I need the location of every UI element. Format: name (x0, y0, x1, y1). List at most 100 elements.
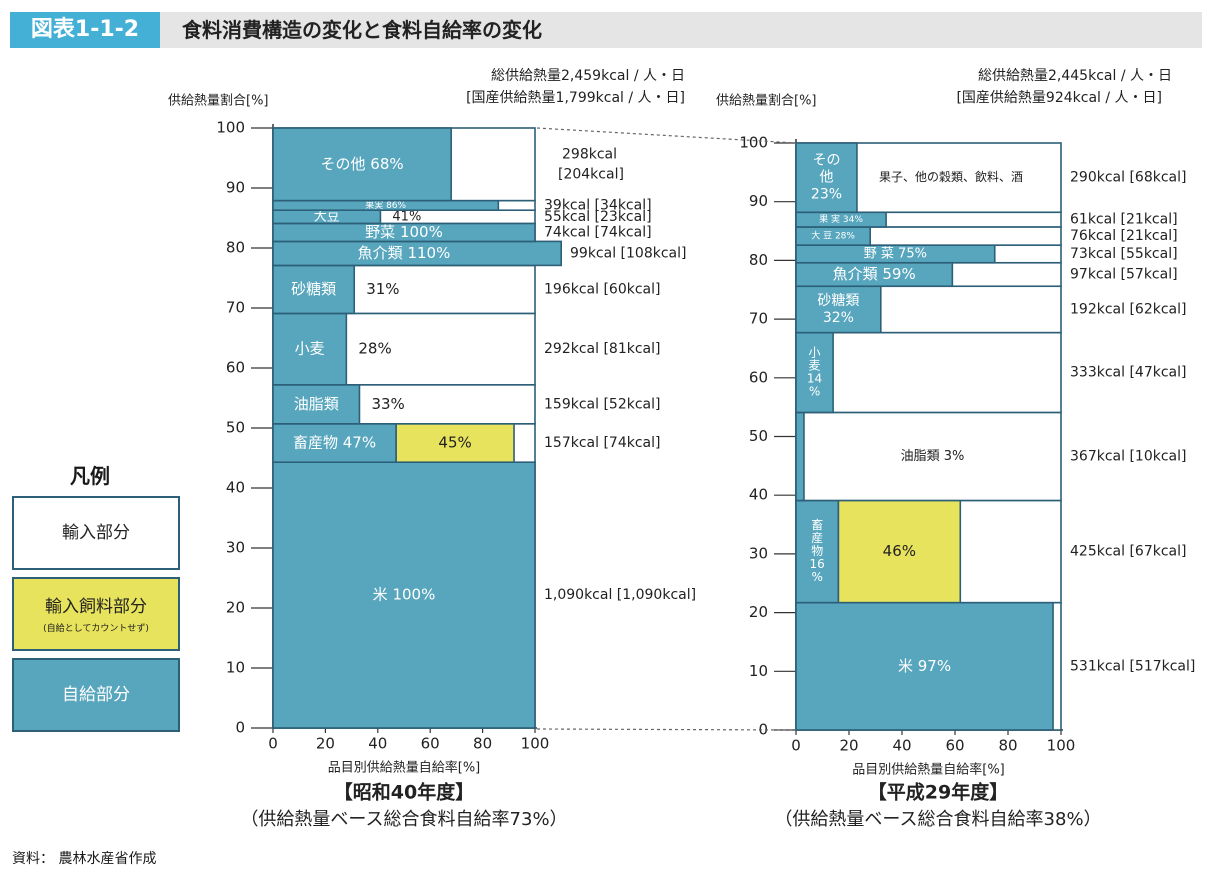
heisei-x-tick-3: 60 (945, 737, 964, 755)
heisei-item-3-import-bar (795, 331, 1062, 414)
showa-y-tick-7: 70 (226, 299, 245, 317)
heisei-x-tick-1: 20 (839, 737, 858, 755)
showa-item-1-feed-bar (395, 422, 515, 463)
connector-top (536, 127, 797, 144)
heisei-item-3-label-line-3: % (809, 385, 820, 399)
showa-item-4-label: 砂糖類 (291, 280, 336, 298)
showa-item-3-label: 小麦 (295, 340, 325, 358)
legend-self-box: 自給部分 (12, 658, 180, 732)
showa-item-9-label: その他 68% (321, 155, 404, 173)
legend-import-label: 輸入部分 (62, 523, 130, 543)
heisei-item-9-self-bar (795, 142, 858, 214)
heisei-item-1-label-line-1: 産 (811, 530, 823, 545)
showa-y-tick-0: 0 (235, 719, 245, 737)
heisei-item-1-label-line-4: % (811, 570, 822, 584)
heisei-y-tick-9: 90 (749, 192, 768, 210)
heisei-item-2-label: 油脂類 3% (901, 449, 965, 464)
legend-feed-label: 輸入飼料部分 (45, 597, 147, 617)
showa-item-6-kcal: 74kcal [74kcal] (544, 224, 652, 240)
showa-item-8-kcal: 39kcal [34kcal] (544, 197, 652, 213)
showa-item-1-feed-label: 45% (438, 434, 471, 452)
heisei-y-tick-2: 20 (749, 603, 768, 621)
heisei-y-tick-0: 0 (758, 721, 768, 739)
showa-item-2-label: 油脂類 (294, 395, 339, 413)
showa-y-tick-9: 90 (226, 179, 245, 197)
heisei-item-9-kcal: 290kcal [68kcal] (1070, 170, 1186, 186)
showa-item-8-label: 果実 86% (365, 199, 406, 211)
showa-x-tick-4: 80 (473, 735, 492, 753)
showa-item-4-kcal: 196kcal [60kcal] (544, 281, 660, 297)
heisei-item-7-kcal: 76kcal [21kcal] (1070, 228, 1178, 244)
title-bar: 図表1-1-2 食料消費構造の変化と食料自給率の変化 (10, 12, 1202, 48)
source-note: 資料： 農林水産省作成 (12, 851, 157, 867)
showa-item-0-label: 米 100% (373, 586, 436, 604)
heisei-y-label: 供給熱量割合[%] (716, 93, 817, 109)
heisei-item-7-label: 大 豆 28% (811, 230, 855, 242)
heisei-item-6-label: 野 菜 75% (864, 246, 927, 261)
heisei-item-3-label-line-0: 小 (809, 346, 821, 360)
heisei-domestic-supply: [国産供給熱量924kcal / 人・日] (956, 90, 1162, 106)
heisei-item-4-label-line-1: 32% (823, 310, 854, 326)
showa-y-tick-3: 30 (226, 539, 245, 557)
showa-item-3-self-bar (272, 312, 348, 386)
showa-total-supply: 総供給熱量2,459kcal / 人・日 (491, 68, 685, 84)
heisei-item-9-extra-note: 果子、他の穀類、飲料、酒 (879, 169, 1023, 184)
heisei-item-1-kcal: 425kcal [67kcal] (1070, 544, 1186, 560)
heisei-item-5-kcal: 97kcal [57kcal] (1070, 266, 1178, 282)
showa-item-5-label: 魚介類 110% (358, 244, 451, 262)
showa-item-7-kcal: 55kcal [23kcal] (544, 209, 652, 225)
heisei-y-tick-8: 80 (749, 251, 768, 269)
heisei-x-tick-2: 40 (892, 737, 911, 755)
showa-item-9-kcal: 298kcal (562, 146, 617, 162)
showa-item-2-kcal: 159kcal [52kcal] (544, 396, 660, 412)
showa-item-1-kcal: 157kcal [74kcal] (544, 435, 660, 451)
showa-item-4-self-bar (272, 264, 356, 315)
heisei-item-3-kcal: 333kcal [47kcal] (1070, 365, 1186, 381)
heisei-y-tick-10: 100 (739, 134, 768, 152)
showa-x-label: 品目別供給熱量自給率[%] (328, 760, 481, 776)
heisei-y-tick-7: 70 (749, 310, 768, 328)
heisei-item-2-kcal: 367kcal [10kcal] (1070, 448, 1186, 464)
heisei-item-8-label: 果 実 34% (819, 213, 863, 225)
heisei-x-tick-5: 100 (1047, 737, 1076, 755)
heisei-item-3-label-line-1: 麦 (809, 359, 821, 373)
showa-item-0-kcal: 1,090kcal [1,090kcal] (544, 587, 696, 603)
legend-feed-box: 輸入飼料部分 (自給としてカウントせず) (12, 577, 180, 651)
showa-item-9-kcal-domestic: [204kcal] (558, 166, 624, 182)
showa-item-7-label: 大豆 (314, 209, 340, 224)
showa-y-tick-8: 80 (226, 239, 245, 257)
heisei-item-3-self-bar (795, 331, 834, 414)
legend-feed-note: (自給としてカウントせず) (43, 624, 149, 634)
heisei-item-1-label-line-2: 物 (811, 544, 823, 558)
showa-item-9-self-bar (272, 127, 452, 202)
showa-item-1-label: 畜産物 47% (293, 434, 376, 452)
heisei-x-tick-0: 0 (791, 737, 801, 755)
legend-self-label: 自給部分 (62, 685, 130, 705)
showa-y-label: 供給熱量割合[%] (168, 93, 269, 109)
heisei-item-5-label: 魚介類 59% (833, 265, 916, 283)
showa-item-3-pct: 28% (358, 340, 391, 358)
showa-x-tick-2: 40 (368, 735, 387, 753)
showa-year-title: 【昭和40年度】 (334, 781, 474, 804)
showa-y-tick-4: 40 (226, 479, 245, 497)
figure-number-badge: 図表1-1-2 (10, 12, 160, 48)
heisei-item-2-import-bar (795, 411, 1062, 502)
showa-item-3-kcal: 292kcal [81kcal] (544, 341, 660, 357)
heisei-overall-rate: （供給熱量ベース総合食料自給率38%） (774, 809, 1101, 830)
showa-y-tick-2: 20 (226, 599, 245, 617)
legend-import-box: 輸入部分 (12, 496, 180, 570)
showa-y-tick-5: 50 (226, 419, 245, 437)
heisei-item-4-kcal: 192kcal [62kcal] (1070, 301, 1186, 317)
showa-item-5-kcal: 99kcal [108kcal] (570, 245, 686, 261)
showa-domestic-supply: [国産供給熱量1,799kcal / 人・日] (466, 90, 685, 106)
showa-item-6-label: 野菜 100% (365, 223, 443, 241)
showa-y-tick-6: 60 (226, 359, 245, 377)
heisei-item-6-kcal: 73kcal [55kcal] (1070, 246, 1178, 262)
legend-title: 凡例 (70, 464, 110, 488)
showa-x-tick-0: 0 (268, 735, 278, 753)
heisei-total-supply: 総供給熱量2,445kcal / 人・日 (978, 68, 1172, 84)
showa-item-0-self-bar (272, 461, 536, 729)
heisei-item-0-kcal: 531kcal [517kcal] (1070, 658, 1195, 674)
heisei-item-0-self-bar (795, 601, 1054, 731)
